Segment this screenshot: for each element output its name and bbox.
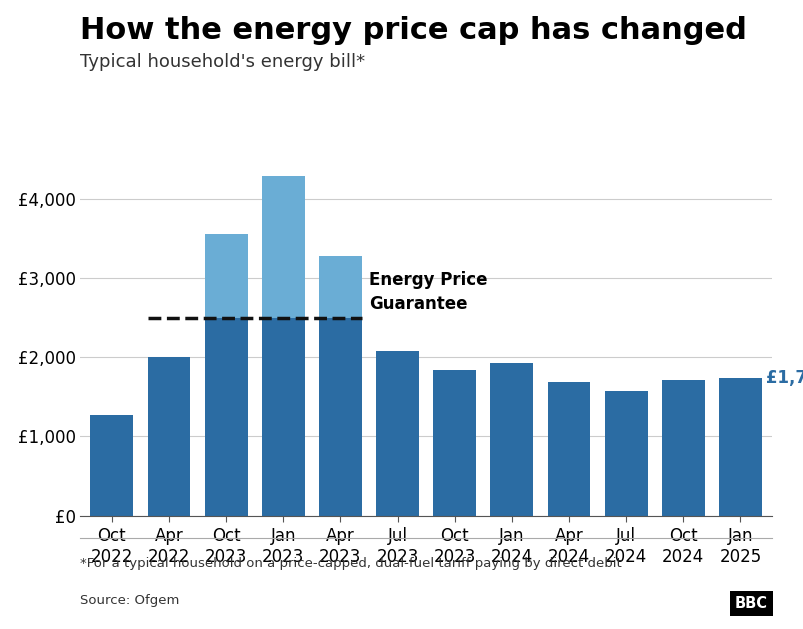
Bar bbox=[262, 176, 304, 318]
Bar bbox=[490, 363, 532, 516]
Text: Source: Ofgem: Source: Ofgem bbox=[80, 594, 180, 608]
Text: BBC: BBC bbox=[734, 596, 767, 611]
Bar bbox=[661, 380, 703, 516]
Bar bbox=[376, 351, 418, 516]
Bar bbox=[319, 318, 361, 516]
Bar bbox=[433, 370, 475, 516]
Bar bbox=[205, 318, 247, 516]
Bar bbox=[148, 357, 190, 516]
Bar bbox=[547, 382, 589, 516]
Text: Energy Price
Guarantee: Energy Price Guarantee bbox=[369, 271, 487, 313]
Bar bbox=[319, 255, 361, 318]
Text: *For a typical household on a price-capped, dual-fuel tariff paying by direct de: *For a typical household on a price-capp… bbox=[80, 557, 622, 570]
Bar bbox=[205, 235, 247, 318]
Bar bbox=[90, 415, 133, 516]
Text: How the energy price cap has changed: How the energy price cap has changed bbox=[80, 16, 746, 45]
Text: Typical household's energy bill*: Typical household's energy bill* bbox=[80, 53, 365, 72]
Bar bbox=[718, 378, 761, 516]
Text: £1,738: £1,738 bbox=[765, 369, 803, 387]
Bar bbox=[262, 318, 304, 516]
Bar bbox=[604, 391, 646, 516]
